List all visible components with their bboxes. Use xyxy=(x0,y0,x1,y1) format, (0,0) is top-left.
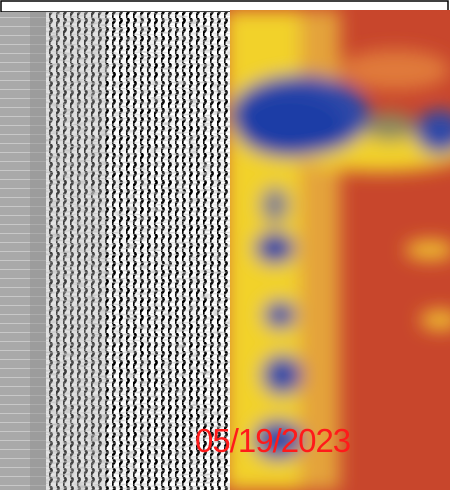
gray-panel-edge xyxy=(30,12,46,490)
heat-blobs xyxy=(230,10,450,490)
seismic-fade xyxy=(46,12,106,490)
date-stamp: 05/19/2023 xyxy=(195,422,350,459)
heatmap xyxy=(230,10,450,490)
seismic-noise xyxy=(46,12,232,490)
